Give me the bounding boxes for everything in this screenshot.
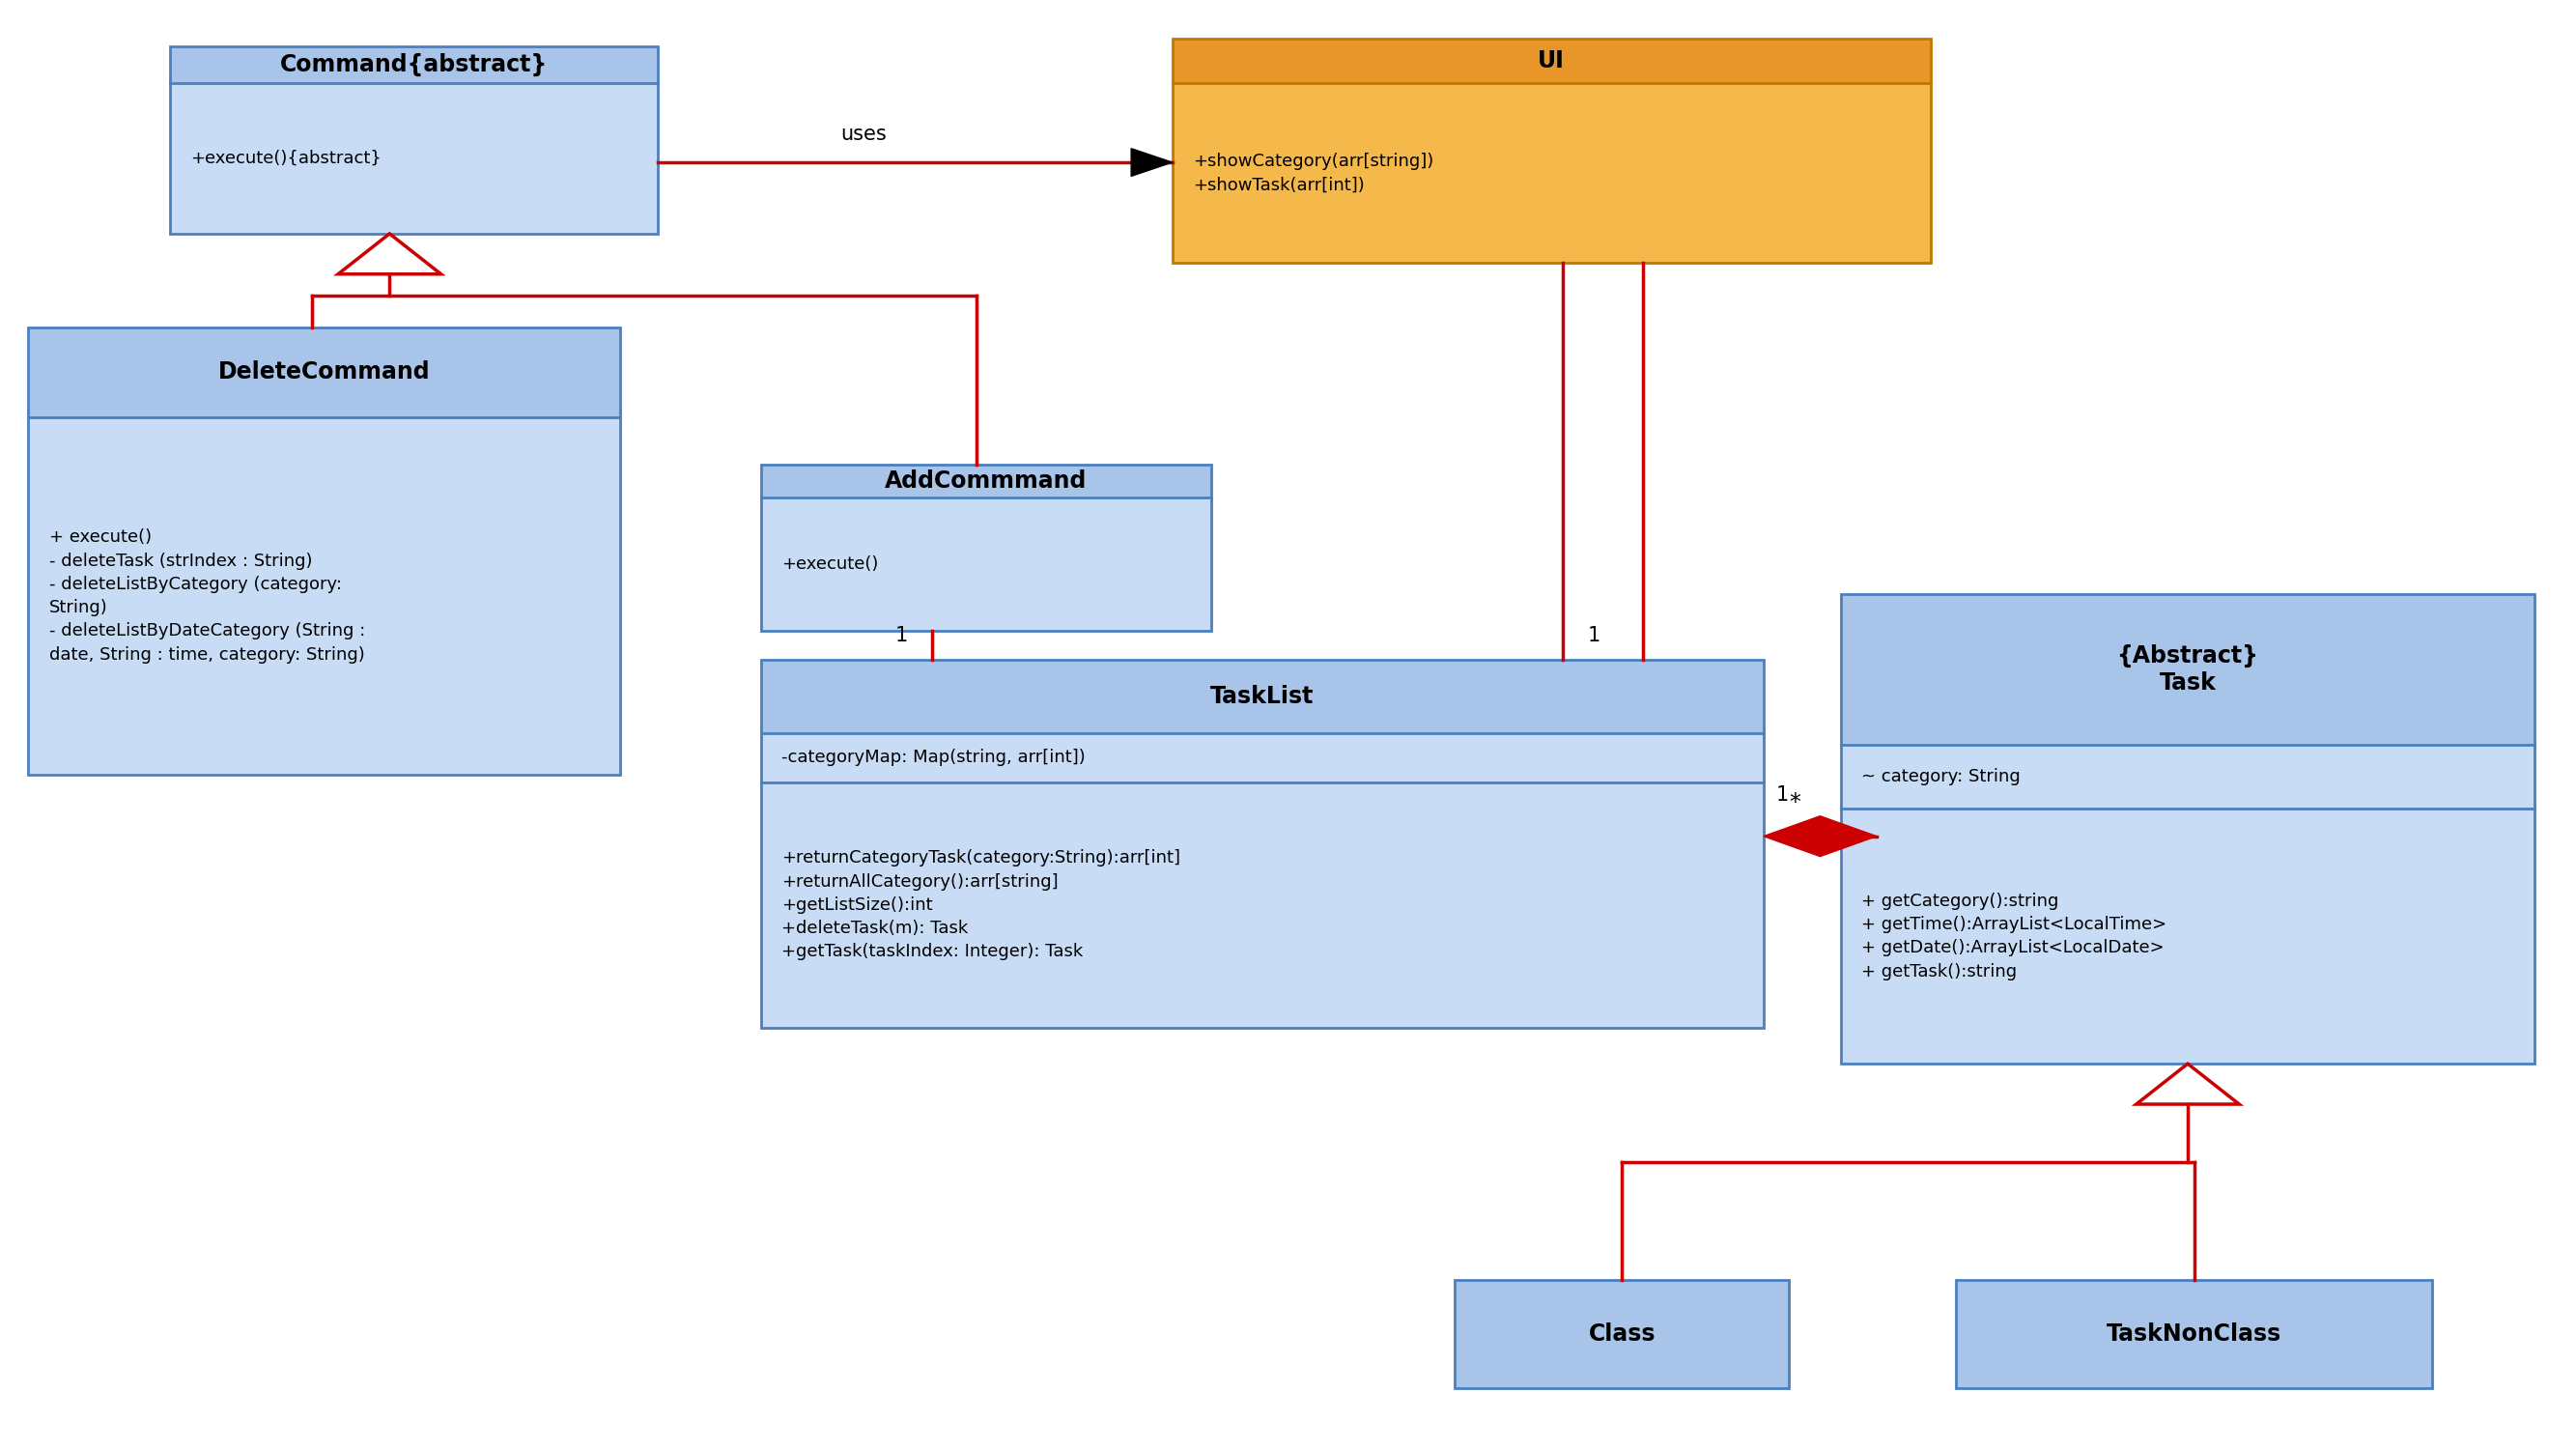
Text: +execute(): +execute() — [781, 555, 878, 572]
Text: UI: UI — [1538, 49, 1566, 72]
Text: +showCategory(arr[string])
+showTask(arr[int]): +showCategory(arr[string]) +showTask(arr… — [1193, 152, 1435, 194]
Text: + execute()
- deleteTask (strIndex : String)
- deleteListByCategory (category:
S: + execute() - deleteTask (strIndex : Str… — [49, 529, 366, 664]
Text: TaskNonClass: TaskNonClass — [2107, 1323, 2282, 1346]
Text: Command{abstract}: Command{abstract} — [281, 54, 549, 77]
Bar — [170, 84, 659, 233]
Text: +returnCategoryTask(category:String):arr[int]
+returnAllCategory():arr[string]
+: +returnCategoryTask(category:String):arr… — [781, 849, 1180, 961]
Text: TaskList: TaskList — [1211, 685, 1314, 709]
Bar — [1842, 594, 2535, 1064]
Bar — [1842, 594, 2535, 745]
Bar — [1455, 1281, 1790, 1388]
Bar — [760, 659, 1765, 1027]
Text: {Abstract}
Task: {Abstract} Task — [2117, 645, 2259, 694]
Text: DeleteCommand: DeleteCommand — [219, 361, 430, 384]
Text: 1: 1 — [1587, 626, 1600, 645]
Bar — [1172, 84, 1929, 262]
Bar — [1842, 809, 2535, 1064]
Bar — [760, 659, 1765, 733]
Text: ~ category: String: ~ category: String — [1862, 768, 2020, 785]
Text: +execute(){abstract}: +execute(){abstract} — [191, 149, 381, 167]
Text: -categoryMap: Map(string, arr[int]): -categoryMap: Map(string, arr[int]) — [781, 749, 1084, 767]
Bar — [760, 465, 1211, 498]
Polygon shape — [1765, 816, 1878, 856]
Text: uses: uses — [840, 125, 886, 143]
Bar — [1955, 1281, 2432, 1388]
Bar — [28, 327, 621, 417]
Text: *: * — [1788, 791, 1801, 814]
Bar — [28, 417, 621, 775]
Bar — [760, 465, 1211, 630]
Text: Class: Class — [1589, 1323, 1656, 1346]
Text: AddCommmand: AddCommmand — [884, 469, 1087, 493]
Text: 1: 1 — [894, 626, 907, 645]
Bar — [170, 46, 659, 233]
Bar — [170, 46, 659, 84]
Bar — [760, 733, 1765, 782]
Text: 1: 1 — [1777, 785, 1790, 804]
Text: + getCategory():string
+ getTime():ArrayList<LocalTime>
+ getDate():ArrayList<Lo: + getCategory():string + getTime():Array… — [1862, 893, 2166, 980]
Bar — [1172, 39, 1929, 84]
Bar — [760, 498, 1211, 630]
Bar — [1842, 745, 2535, 809]
Bar — [1172, 39, 1929, 262]
Bar — [760, 782, 1765, 1027]
Polygon shape — [1131, 148, 1172, 177]
Bar — [28, 327, 621, 775]
